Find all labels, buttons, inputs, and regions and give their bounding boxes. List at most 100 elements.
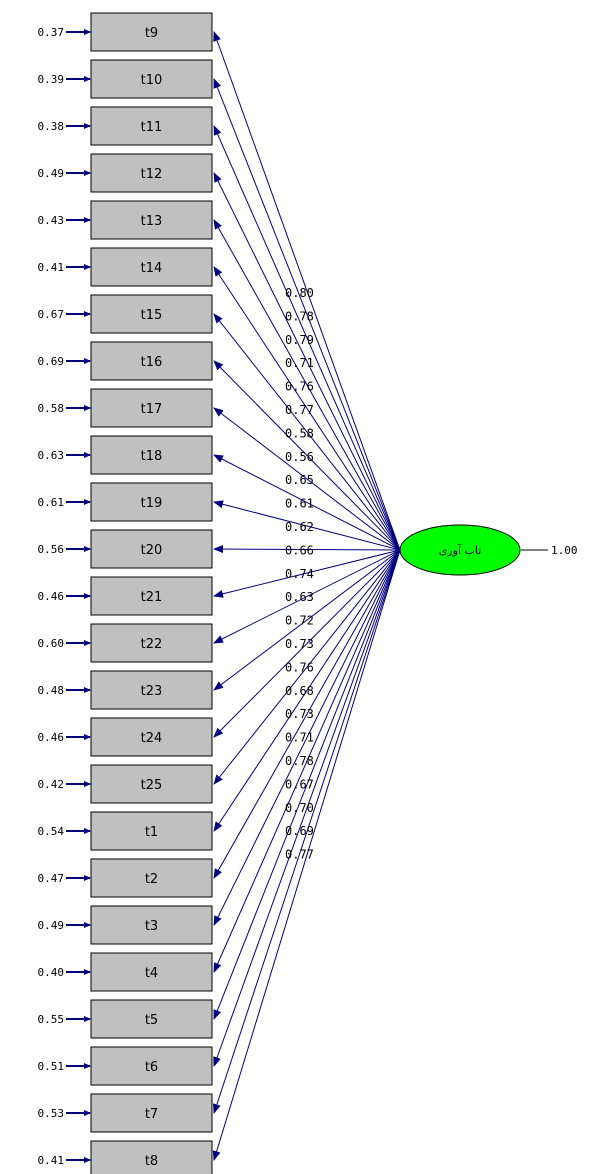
error-variances: 0.37 0.39 0.38 0.49 0.43 0.41 0.67 0.69 0.58 0.63… (38, 26, 91, 1167)
loading-label-t9: 0.80 (285, 286, 314, 300)
loading-arrow-t18 (213, 454, 401, 551)
indicator-box-t4 (90, 952, 213, 992)
factor-label: تاب آوری (439, 543, 482, 557)
error-variance-t16: 0.69 (38, 355, 65, 368)
loading-arrow-t12 (213, 172, 401, 551)
indicator-label-t10: t10 (141, 73, 163, 88)
loading-arrow-t20 (213, 545, 401, 554)
indicator-box-t23 (90, 670, 213, 710)
loading-arrow-t15 (213, 313, 401, 551)
error-variance-t7: 0.53 (38, 1107, 65, 1120)
loading-label-t21: 0.74 (285, 567, 314, 581)
loading-label-t2: 0.73 (285, 707, 314, 721)
indicator-box-t15 (90, 294, 213, 334)
error-variance-t25: 0.42 (38, 778, 65, 791)
loading-arrow-t1 (213, 549, 401, 832)
factor-ellipse (399, 524, 521, 576)
error-variance-t20: 0.56 (38, 543, 65, 556)
error-variance-t13: 0.43 (38, 214, 65, 227)
indicator-label-t7: t7 (145, 1107, 158, 1122)
indicator-label-t24: t24 (141, 731, 163, 746)
indicator-label-t12: t12 (141, 167, 163, 182)
loading-arrow-t23 (213, 549, 401, 691)
loading-label-t7: 0.69 (285, 824, 314, 838)
loading-label-t1: 0.68 (285, 684, 314, 698)
indicator-box-t7 (90, 1093, 213, 1133)
loading-arrow-t4 (213, 549, 401, 973)
indicator-box-t8 (90, 1140, 213, 1174)
error-variance-t21: 0.46 (38, 590, 65, 603)
indicator-label-t17: t17 (141, 402, 163, 417)
indicator-label-t16: t16 (141, 355, 163, 370)
error-variance-t24: 0.46 (38, 731, 65, 744)
loading-arrow-t10 (213, 78, 401, 551)
loading-label-t11: 0.79 (285, 333, 314, 347)
loading-arrow-t13 (213, 219, 401, 551)
indicator-box-t5 (90, 999, 213, 1039)
loading-label-t8: 0.77 (285, 848, 314, 862)
indicator-box-t2 (90, 858, 213, 898)
loading-arrow-t16 (213, 360, 401, 551)
indicator-label-t22: t22 (141, 637, 163, 652)
loading-label-t22: 0.63 (285, 590, 314, 604)
loading-label-t6: 0.70 (285, 801, 314, 815)
indicator-box-t11 (90, 106, 213, 146)
loading-label-t23: 0.72 (285, 614, 314, 628)
indicator-box-t21 (90, 576, 213, 616)
loading-arrow-t3 (213, 549, 401, 926)
error-variance-t8: 0.41 (38, 1154, 65, 1167)
loading-label-t3: 0.71 (285, 731, 314, 745)
loading-arrow-t14 (213, 266, 401, 551)
loading-label-t18: 0.61 (285, 497, 314, 511)
error-variance-t17: 0.58 (38, 402, 65, 415)
indicator-box-t18 (90, 435, 213, 475)
indicator-box-t9 (90, 12, 213, 52)
indicator-label-t1: t1 (145, 825, 158, 840)
indicator-label-t19: t19 (141, 496, 163, 511)
loading-label-t20: 0.66 (285, 543, 314, 557)
indicator-label-t4: t4 (145, 966, 158, 981)
error-variance-t23: 0.48 (38, 684, 65, 697)
indicator-label-t21: t21 (141, 590, 163, 605)
loading-label-t24: 0.73 (285, 637, 314, 651)
indicator-label-t6: t6 (145, 1060, 158, 1075)
loading-arrow-t24 (213, 549, 401, 738)
indicator-label-t20: t20 (141, 543, 163, 558)
loading-arrow-t5 (213, 549, 401, 1020)
loading-arrow-t17 (213, 407, 401, 551)
error-variance-t2: 0.47 (38, 872, 65, 885)
loading-label-t4: 0.78 (285, 754, 314, 768)
loading-arrow-t9 (213, 31, 401, 551)
indicator-label-t9: t9 (145, 26, 158, 41)
factor-variance-label: 1.00 (551, 544, 578, 557)
loading-arrow-t11 (213, 125, 401, 551)
indicator-label-t11: t11 (141, 120, 163, 135)
error-variance-t18: 0.63 (38, 449, 65, 462)
loading-label-t15: 0.58 (285, 426, 314, 440)
indicator-boxes: t9 t10 t11 t12 t13 t14 t15 t16 t17 t18 t19 t20 t21 t2… (90, 12, 213, 1174)
loading-label-t14: 0.77 (285, 403, 314, 417)
indicator-box-t10 (90, 59, 213, 99)
loading-label-t16: 0.56 (285, 450, 314, 464)
loading-label-t13: 0.76 (285, 380, 314, 394)
indicator-box-t20 (90, 529, 213, 569)
loading-label-t25: 0.76 (285, 660, 314, 674)
loading-arrow-t8 (212, 549, 401, 1161)
indicator-label-t13: t13 (141, 214, 163, 229)
error-variance-t4: 0.40 (38, 966, 65, 979)
error-variance-t3: 0.49 (38, 919, 65, 932)
error-variance-t9: 0.37 (38, 26, 65, 39)
indicator-label-t3: t3 (145, 919, 158, 934)
error-variance-t14: 0.41 (38, 261, 65, 274)
loading-arrow-t2 (213, 549, 401, 879)
indicator-box-t16 (90, 341, 213, 381)
indicator-box-t3 (90, 905, 213, 945)
loading-labels: 0.80 0.78 0.79 0.71 0.76 0.77 0.58 0.56 0.65 0.61… (285, 286, 314, 862)
indicator-box-t6 (90, 1046, 213, 1086)
indicator-box-t17 (90, 388, 213, 428)
indicator-label-t25: t25 (141, 778, 163, 793)
error-variance-t12: 0.49 (38, 167, 65, 180)
error-variance-t11: 0.38 (38, 120, 65, 133)
loading-label-t17: 0.65 (285, 473, 314, 487)
